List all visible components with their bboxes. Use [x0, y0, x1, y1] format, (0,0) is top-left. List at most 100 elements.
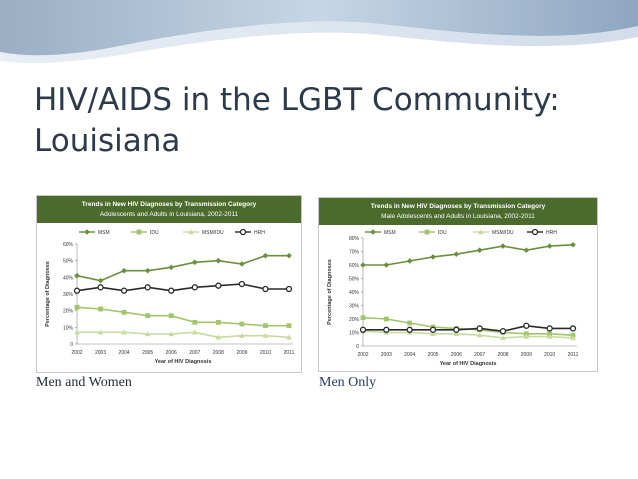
data-point-msm-idu-2010 — [546, 333, 553, 339]
data-point-idu-2002 — [360, 315, 366, 321]
data-point-msm-2007 — [191, 259, 198, 266]
x-tick-label: 2006 — [166, 350, 177, 356]
data-point-hrh-2002 — [73, 287, 81, 294]
data-point-msm-2008 — [500, 243, 506, 249]
data-point-msm-2005 — [430, 254, 436, 260]
chart-title: Trends in New HIV Diagnoses by Transmiss… — [370, 203, 546, 210]
data-point-msm-idu-2006 — [453, 331, 460, 337]
x-tick-label: 2004 — [404, 352, 415, 358]
x-tick-label: 2008 — [497, 352, 508, 358]
data-point-msm-2011 — [570, 241, 576, 248]
y-tick-label: 70% — [349, 250, 360, 256]
x-tick-label: 2005 — [427, 352, 438, 358]
data-point-msm-idu-2008 — [215, 334, 222, 340]
data-point-msm-idu-2003 — [97, 329, 104, 335]
data-point-msm-2003 — [97, 277, 104, 284]
x-axis-title: Year of HIV Diagnosis — [440, 361, 497, 367]
legend-marker-msm-idu — [188, 229, 194, 235]
data-point-hrh-2009 — [238, 280, 246, 288]
data-point-msm-2005 — [144, 267, 151, 274]
data-point-idu-2009 — [239, 321, 245, 327]
data-point-msm-2003 — [383, 262, 390, 268]
legend-label-hrh: HRH — [254, 230, 265, 236]
legend-marker-hrh — [239, 228, 247, 236]
y-tick-label: 40% — [63, 275, 74, 281]
data-point-hrh-2003 — [383, 326, 390, 333]
y-tick-label: 20% — [63, 309, 74, 315]
legend-marker-msm-idu — [478, 229, 484, 235]
chart-subtitle: Male Adolescents and Adults in Louisiana… — [381, 213, 535, 220]
data-point-hrh-2004 — [406, 326, 413, 333]
legend-label-msm: MSM — [384, 230, 396, 236]
series-line-hrh — [363, 324, 573, 333]
data-point-msm-idu-2002 — [74, 329, 80, 335]
legend-label-msm-idu: MSM/IDU — [202, 230, 224, 236]
data-point-hrh-2007 — [191, 284, 198, 291]
data-point-hrh-2005 — [429, 326, 437, 333]
y-tick-label: 50% — [349, 277, 360, 283]
series-line-msm — [76, 254, 289, 282]
data-point-hrh-2004 — [120, 287, 128, 294]
data-point-hrh-2010 — [546, 325, 553, 332]
series-line-msm-idu — [362, 330, 574, 339]
y-axis-title: Percentage of Diagnoses — [45, 261, 51, 327]
legend-label-hrh: HRH — [546, 230, 557, 236]
series-line-hrh — [76, 283, 289, 292]
x-tick-label: 2002 — [357, 352, 368, 358]
data-point-idu-2002 — [74, 304, 80, 310]
chart-panel-men-and-women: Trends in New HIV Diagnoses by Transmiss… — [36, 195, 302, 373]
header-wave-band — [0, 0, 638, 56]
data-point-hrh-2011 — [569, 325, 577, 332]
data-point-msm-idu-2009 — [523, 333, 530, 339]
y-tick-label: 60% — [349, 263, 360, 269]
y-tick-label: 80% — [349, 236, 360, 242]
data-point-msm-2009 — [523, 247, 530, 253]
series-line-msm — [363, 244, 574, 266]
x-tick-label: 2007 — [189, 350, 200, 356]
line-chart-men-only: MSM IDU MSM/IDU HRH 0 10% 20% 30% 40% 50% 60% 70% 80… — [327, 228, 579, 367]
data-point-idu-2008 — [215, 319, 221, 325]
y-tick-label: 0 — [70, 342, 73, 348]
data-point-msm-2004 — [406, 258, 413, 264]
data-point-idu-2007 — [192, 319, 198, 325]
header-wave-light — [0, 21, 638, 64]
data-point-msm-idu-2009 — [239, 332, 245, 338]
data-point-msm-idu-2011 — [570, 335, 576, 341]
data-point-msm-idu-2006 — [168, 331, 175, 337]
data-point-hrh-2011 — [285, 285, 293, 293]
x-axis-title: Year of HIV Diagnosis — [155, 359, 212, 365]
slide-title-line-1: HIV/AIDS in the LGBT Community: — [34, 82, 560, 118]
data-point-msm-2007 — [476, 247, 483, 253]
y-tick-label: 30% — [63, 292, 74, 298]
data-point-idu-2006 — [168, 313, 174, 319]
chart-header: Trends in New HIV Diagnoses by Transmiss… — [37, 196, 301, 223]
data-point-idu-2011 — [286, 323, 292, 329]
y-axis-title: Percentage of Diagnoses — [327, 259, 333, 325]
data-point-idu-2010 — [263, 323, 268, 329]
data-point-hrh-2010 — [262, 285, 269, 293]
data-point-msm-2009 — [239, 261, 245, 267]
data-point-msm-2002 — [360, 262, 366, 268]
x-tick-label: 2006 — [451, 352, 462, 358]
data-point-idu-2005 — [145, 313, 151, 319]
slide-title: HIV/AIDS in the LGBT Community: Louisian… — [34, 80, 624, 162]
chart-panel-men-only: Trends in New HIV Diagnoses by Transmiss… — [318, 197, 598, 372]
data-point-msm-idu-2011 — [286, 334, 292, 340]
legend-marker-idu — [424, 229, 430, 235]
x-tick-label: 2010 — [544, 352, 555, 358]
data-point-hrh-2003 — [97, 284, 104, 291]
y-tick-label: 30% — [349, 304, 360, 310]
x-tick-label: 2009 — [521, 352, 532, 358]
x-tick-label: 2008 — [213, 350, 224, 356]
data-point-hrh-2002 — [359, 326, 367, 333]
data-point-msm-2006 — [168, 264, 175, 271]
data-point-msm-idu-2004 — [121, 329, 127, 335]
y-tick-label: 10% — [63, 325, 74, 331]
x-tick-label: 2002 — [71, 350, 82, 356]
caption-men-only: Men Only — [319, 375, 377, 390]
series-line-idu — [76, 306, 289, 327]
data-point-hrh-2005 — [144, 284, 151, 291]
x-tick-label: 2009 — [236, 350, 247, 356]
data-point-idu-2004 — [407, 320, 413, 326]
